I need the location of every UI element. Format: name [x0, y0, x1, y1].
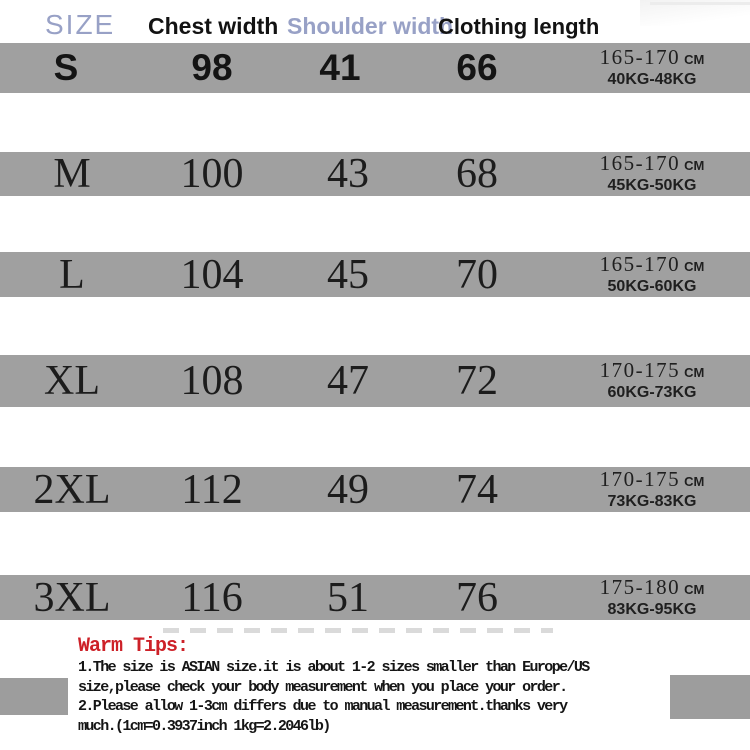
height-weight-cell: 165-170 CM 40KG-48KG: [566, 47, 750, 89]
height-range: 165-170: [599, 151, 681, 175]
size-cell: S: [53, 47, 79, 88]
length-cell: 70: [456, 251, 498, 298]
height-unit: CM: [684, 52, 705, 67]
column-header-shoulder-width: Shoulder width: [287, 13, 454, 39]
weight-range: 83KG-95KG: [607, 600, 697, 618]
weight-range: 73KG-83KG: [607, 492, 697, 510]
weight-range: 50KG-60KG: [607, 277, 697, 295]
length-cell: 68: [456, 151, 498, 197]
height-weight-cell: 175-180 CM 83KG-95KG: [566, 574, 750, 619]
top-line-artifact: [650, 2, 750, 5]
size-cell: XL: [44, 358, 100, 404]
length-cell: 72: [456, 358, 498, 404]
shoulder-cell: 41: [319, 47, 361, 88]
height-range: 165-170: [599, 45, 681, 69]
height-unit: CM: [684, 365, 705, 380]
height-weight-cell: 170-175 CM 73KG-83KG: [566, 466, 750, 511]
height-unit: CM: [684, 473, 705, 489]
column-header-chest-width: Chest width: [148, 13, 279, 39]
warm-tips-line-3: 2.Please allow 1-3cm differs due to manu…: [78, 698, 568, 715]
height-weight-cell: 165-170 CM 50KG-60KG: [566, 251, 750, 296]
length-cell: 66: [456, 47, 498, 88]
column-header-size: SIZE: [45, 9, 116, 40]
warm-tips-line-4: much.(1cm=0.3937inch 1kg=2.2046lb): [78, 717, 331, 735]
height-range: 170-175: [599, 466, 681, 491]
height-unit: CM: [684, 258, 705, 274]
size-row-l: L 104 45 70 165-170 CM 50KG-60KG: [0, 251, 750, 298]
weight-range: 40KG-48KG: [607, 71, 697, 88]
gray-block-left: [0, 678, 68, 715]
size-cell: 3XL: [33, 574, 111, 621]
warm-tips-line-1: 1.The size is ASIAN size.it is about 1-2…: [78, 659, 590, 676]
height-unit: CM: [684, 581, 705, 597]
size-row-m: M 100 43 68 165-170 CM 45KG-50KG: [0, 151, 750, 197]
chest-cell: 108: [180, 358, 244, 404]
size-cell: 2XL: [33, 466, 111, 513]
height-range: 165-170: [599, 251, 681, 276]
height-unit: CM: [684, 158, 705, 173]
size-row-3xl: 3XL 116 51 76 175-180 CM 83KG-95KG: [0, 574, 750, 621]
shoulder-cell: 43: [327, 151, 369, 197]
shoulder-cell: 47: [327, 358, 369, 404]
length-cell: 76: [456, 574, 498, 621]
shoulder-cell: 51: [327, 574, 369, 621]
length-cell: 74: [456, 466, 498, 513]
height-range: 170-175: [599, 358, 681, 382]
chest-cell: 98: [191, 47, 233, 88]
size-row-2xl: 2XL 112 49 74 170-175 CM 73KG-83KG: [0, 466, 750, 513]
chest-cell: 100: [180, 151, 244, 197]
height-weight-cell: 165-170 CM 45KG-50KG: [566, 153, 750, 195]
chest-cell: 104: [180, 251, 244, 298]
chest-cell: 112: [181, 466, 243, 513]
column-header-clothing-length: Clothing length: [438, 14, 600, 39]
size-cell: M: [53, 151, 91, 197]
warm-tips-title: Warm Tips:: [78, 635, 189, 658]
size-cell: L: [59, 251, 85, 298]
weight-range: 60KG-73KG: [607, 384, 697, 401]
gray-block-right: [670, 675, 750, 719]
warm-tips-body: 1.The size is ASIAN size.it is about 1-2…: [78, 658, 590, 736]
chest-cell: 116: [181, 574, 243, 621]
size-row-xl: XL 108 47 72 170-175 CM 60KG-73KG: [0, 355, 750, 407]
height-range: 175-180: [599, 574, 681, 599]
shoulder-cell: 49: [327, 466, 369, 513]
warm-tips-line-2: size,please check your body measurement …: [78, 678, 568, 696]
height-weight-cell: 170-175 CM 60KG-73KG: [566, 360, 750, 402]
weight-range: 45KG-50KG: [607, 177, 697, 194]
size-row-s: S 98 41 66 165-170 CM 40KG-48KG: [0, 43, 750, 93]
erased-dash-artifact: [163, 628, 553, 633]
shoulder-cell: 45: [327, 251, 369, 298]
